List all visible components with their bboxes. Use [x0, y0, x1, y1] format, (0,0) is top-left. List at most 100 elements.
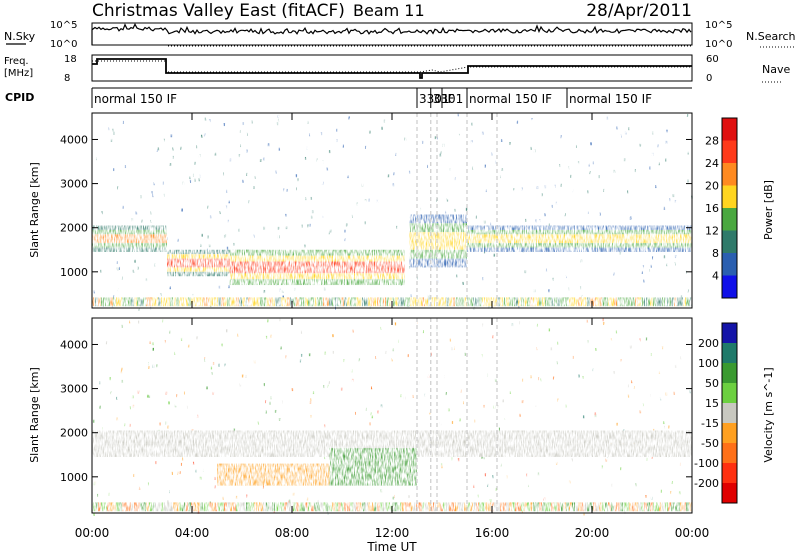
weak-echo-cell	[149, 211, 152, 215]
velocity-panel: 1000 2000 3000 4000 Slant Range [km] 200 100…	[28, 317, 775, 516]
weak-echo-cell	[531, 118, 533, 122]
near-range-echo-cell	[566, 502, 569, 512]
x-tick-label: 12:00	[375, 526, 410, 540]
near-range-echo-cell	[584, 502, 587, 512]
echo-band-cell	[229, 261, 405, 268]
weak-echo-cell	[646, 457, 648, 461]
weak-echo-cell	[530, 146, 532, 150]
near-range-echo-cell	[398, 502, 401, 512]
near-range-echo-cell	[98, 297, 101, 307]
weak-echo-cell	[680, 356, 682, 360]
near-range-echo-cell	[197, 502, 200, 512]
near-range-echo-cell	[605, 297, 608, 307]
weak-echo-cell	[291, 388, 294, 392]
weak-echo-cell	[380, 404, 383, 408]
near-range-echo-cell	[245, 297, 248, 307]
weak-echo-cell	[536, 347, 538, 351]
near-range-echo-cell	[398, 297, 401, 307]
near-range-echo-cell	[452, 502, 455, 512]
weak-echo-cell	[642, 403, 644, 407]
weak-echo-cell	[408, 265, 411, 269]
weak-echo-cell	[172, 147, 174, 151]
near-range-echo-cell	[560, 297, 563, 307]
near-range-echo-cell	[206, 502, 209, 512]
weak-echo-cell	[324, 456, 326, 460]
weak-echo-cell	[241, 374, 244, 378]
weak-echo-cell	[277, 114, 280, 118]
y-tick-label: 1000	[60, 471, 88, 484]
weak-echo-cell	[214, 476, 216, 480]
near-range-echo-cell	[530, 502, 533, 512]
near-range-echo-cell	[185, 297, 188, 307]
weak-echo-cell	[422, 330, 424, 334]
near-range-echo-cell	[143, 297, 146, 307]
echo-band-cell	[217, 463, 330, 468]
weak-echo-cell	[434, 136, 437, 140]
near-range-echo-cell	[296, 297, 299, 307]
weak-echo-cell	[121, 367, 123, 371]
weak-echo-cell	[370, 386, 373, 390]
weak-echo-cell	[391, 358, 393, 362]
weak-echo-cell	[631, 380, 633, 384]
near-range-echo-cell	[431, 297, 434, 307]
weak-echo-cell	[174, 351, 176, 355]
near-range-echo-cell	[227, 297, 230, 307]
near-range-echo-cell	[569, 297, 572, 307]
weak-echo-cell	[511, 323, 514, 327]
colorbar-tick-label: 16	[705, 202, 719, 215]
weak-echo-cell	[240, 144, 242, 148]
near-range-echo-cell	[410, 502, 413, 512]
near-range-echo-cell	[632, 502, 635, 512]
weak-echo-cell	[278, 417, 281, 421]
near-range-echo-cell	[197, 297, 200, 307]
near-range-echo-cell	[587, 502, 590, 512]
near-range-echo-cell	[665, 502, 668, 512]
near-range-echo-cell	[359, 502, 362, 512]
near-range-echo-cell	[551, 502, 554, 512]
weak-echo-cell	[332, 334, 334, 338]
weak-echo-cell	[162, 181, 165, 185]
nsky-tick-bottom: 10^0	[50, 39, 77, 50]
weak-echo-cell	[148, 394, 151, 398]
weak-echo-cell	[651, 131, 654, 135]
near-range-echo-cell	[617, 297, 620, 307]
near-range-echo-cell	[677, 502, 680, 512]
echo-band-cell	[92, 439, 467, 444]
weak-echo-cell	[440, 150, 442, 154]
weak-echo-cell	[225, 205, 228, 209]
colorbar-tick-label: 28	[705, 135, 719, 148]
near-range-echo-cell	[416, 297, 419, 307]
near-range-echo-cell	[92, 502, 95, 512]
near-range-echo-cell	[326, 502, 329, 512]
near-range-echo-cell	[338, 297, 341, 307]
weak-echo-cell	[297, 178, 300, 182]
power-ylabel: Slant Range [km]	[28, 162, 41, 258]
near-range-echo-cell	[317, 502, 320, 512]
near-range-echo-cell	[479, 502, 482, 512]
weak-echo-cell	[616, 422, 618, 426]
weak-echo-cell	[471, 166, 474, 170]
weak-echo-cell	[464, 352, 467, 356]
near-range-echo-cell	[689, 502, 692, 512]
weak-echo-cell	[650, 496, 653, 500]
near-range-echo-cell	[251, 297, 254, 307]
weak-echo-cell	[443, 375, 446, 379]
near-range-echo-cell	[581, 297, 584, 307]
colorbar-swatch	[722, 185, 737, 209]
near-range-echo-cell	[107, 502, 110, 512]
x-tick-label: 00:00	[75, 526, 110, 540]
weak-echo-cell	[565, 404, 567, 408]
near-range-echo-cell	[449, 297, 452, 307]
weak-echo-cell	[484, 164, 487, 168]
cpid-segment-label: normal 150 IF	[569, 92, 652, 106]
near-range-echo-cell	[140, 297, 143, 307]
weak-echo-cell	[555, 201, 558, 205]
weak-echo-cell	[329, 229, 332, 233]
weak-echo-cell	[152, 347, 154, 351]
weak-echo-cell	[673, 391, 676, 395]
weak-echo-cell	[577, 161, 580, 165]
weak-echo-cell	[554, 184, 556, 188]
weak-echo-cell	[306, 120, 309, 124]
cpid-segment-label: IF	[444, 92, 455, 106]
colorbar-tick-label: 100	[698, 357, 719, 370]
